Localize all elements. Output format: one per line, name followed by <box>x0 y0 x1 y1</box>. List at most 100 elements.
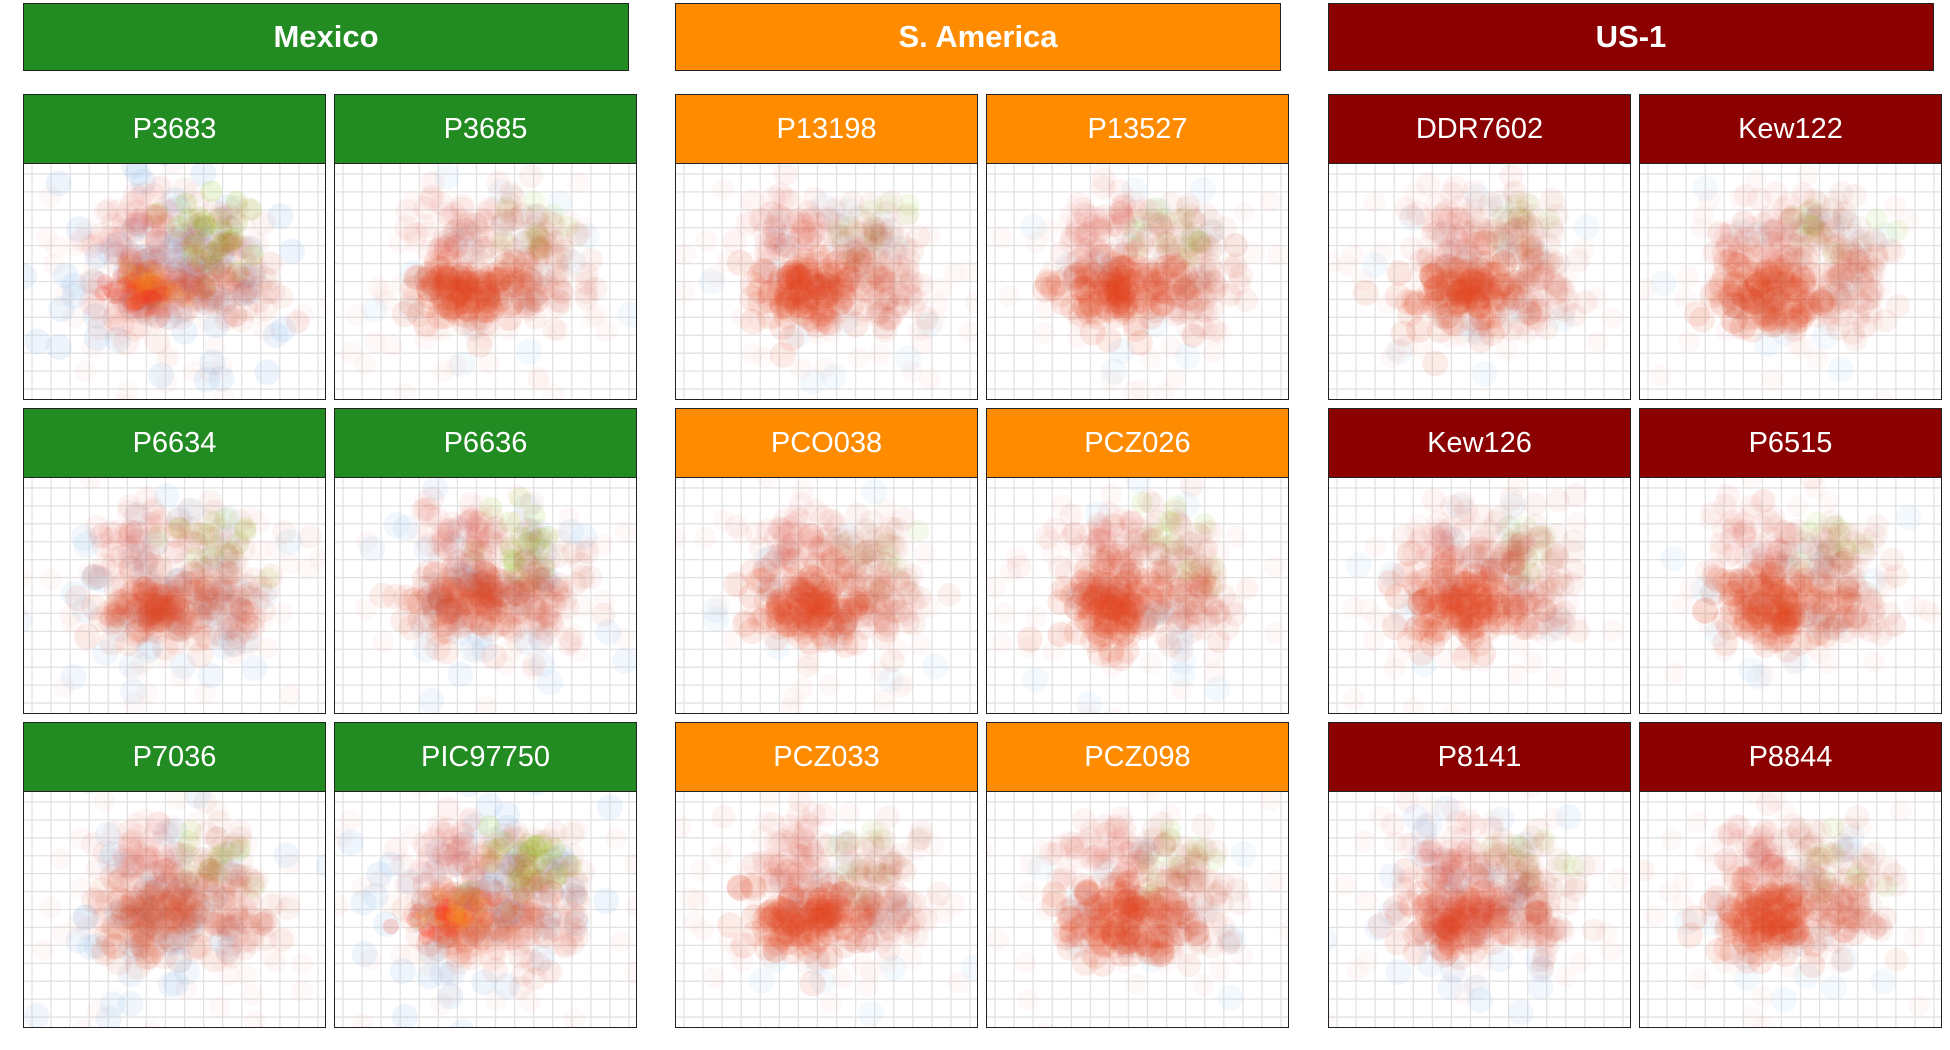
scatter-point <box>159 884 186 911</box>
scatter-point <box>880 648 905 673</box>
scatter-point <box>146 811 171 836</box>
scatter-point <box>152 820 179 847</box>
scatter-point <box>188 577 213 602</box>
scatter-point <box>381 334 403 356</box>
scatter-point <box>229 836 252 859</box>
scatter-point <box>156 889 178 911</box>
scatter-point <box>428 866 453 891</box>
scatter-point <box>794 928 821 955</box>
scatter-point <box>1063 619 1090 646</box>
scatter-point <box>480 850 503 873</box>
scatter-point <box>510 864 533 887</box>
scatter-point <box>127 208 153 233</box>
scatter-point <box>125 812 150 837</box>
scatter-point <box>768 203 793 228</box>
scatter-point <box>99 991 126 1017</box>
scatter-point <box>511 246 536 271</box>
scatter-point <box>257 637 279 659</box>
scatter-point <box>1162 499 1187 524</box>
scatter-point <box>865 292 890 317</box>
scatter-point <box>773 600 800 627</box>
scatter-point <box>139 287 156 304</box>
scatter-point <box>145 916 172 943</box>
scatter-point <box>830 283 857 310</box>
scatter-point <box>806 597 833 624</box>
scatter-point <box>797 608 824 635</box>
scatter-point <box>1152 255 1177 280</box>
scatter-point <box>160 604 187 631</box>
scatter-point <box>460 591 487 618</box>
scatter-point <box>118 524 143 549</box>
scatter-point <box>875 286 900 311</box>
scatter-point <box>464 888 491 915</box>
scatter-point <box>1145 560 1172 587</box>
scatter-point <box>792 248 819 275</box>
scatter-point <box>231 235 256 260</box>
scatter-point <box>757 873 782 898</box>
scatter-point <box>1176 275 1201 300</box>
scatter-point <box>453 266 481 293</box>
scatter-point <box>800 369 827 395</box>
scatter-point <box>1148 277 1175 304</box>
scatter-point <box>793 829 818 854</box>
scatter-point <box>853 210 878 235</box>
scatter-point <box>853 886 878 911</box>
scatter-point <box>235 864 260 889</box>
scatter-point <box>817 219 842 244</box>
scatter-point <box>407 589 434 616</box>
scatter-point <box>1041 543 1063 565</box>
scatter-point <box>453 270 480 297</box>
scatter-point <box>1091 571 1118 598</box>
scatter-point <box>1225 251 1247 273</box>
scatter-point <box>757 281 784 308</box>
scatter-point <box>399 260 426 287</box>
scatter-point <box>448 562 475 589</box>
scatter-point <box>833 831 858 856</box>
scatter-point <box>1088 527 1113 552</box>
scatter-point <box>120 242 145 267</box>
scatter-point <box>450 193 475 218</box>
scatter-point <box>1125 532 1150 557</box>
scatter-point <box>755 518 780 543</box>
scatter-point <box>731 307 753 329</box>
scatter-point <box>815 902 842 929</box>
scatter-point <box>452 566 479 593</box>
scatter-point <box>212 261 237 286</box>
scatter-point <box>428 571 450 593</box>
scatter-point <box>162 863 187 888</box>
scatter-point <box>524 835 547 858</box>
scatter-point <box>492 904 519 930</box>
scatter-point <box>198 858 223 883</box>
scatter-point <box>1087 524 1112 549</box>
scatter-point <box>886 227 911 252</box>
scatter-point <box>391 273 413 295</box>
scatter-point <box>500 850 527 877</box>
scatter-point <box>866 609 891 634</box>
scatter-point <box>867 247 892 272</box>
scatter-point <box>567 172 589 194</box>
scatter-point <box>128 598 155 625</box>
scatter-point <box>188 255 213 280</box>
scatter-point <box>117 855 142 880</box>
scatter-point <box>1093 593 1120 620</box>
scatter-point <box>458 580 485 607</box>
scatter-point <box>390 607 417 634</box>
scatter-point <box>703 966 725 988</box>
scatter-point <box>202 869 227 894</box>
scatter-point <box>452 217 477 242</box>
scatter-point <box>165 567 193 594</box>
scatter-point <box>450 609 477 636</box>
scatter-point <box>458 491 483 516</box>
scatter-point <box>908 825 933 850</box>
scatter-point <box>216 232 241 257</box>
scatter-point <box>402 190 424 212</box>
scatter-point <box>103 298 130 325</box>
scatter-point <box>1101 553 1127 578</box>
scatter-point <box>1116 232 1143 259</box>
scatter-point <box>754 902 781 929</box>
scatter-point <box>1200 574 1223 597</box>
scatter-point <box>537 603 562 628</box>
scatter-point <box>486 568 513 595</box>
scatter-point <box>796 258 823 284</box>
scatter-point <box>531 848 558 875</box>
